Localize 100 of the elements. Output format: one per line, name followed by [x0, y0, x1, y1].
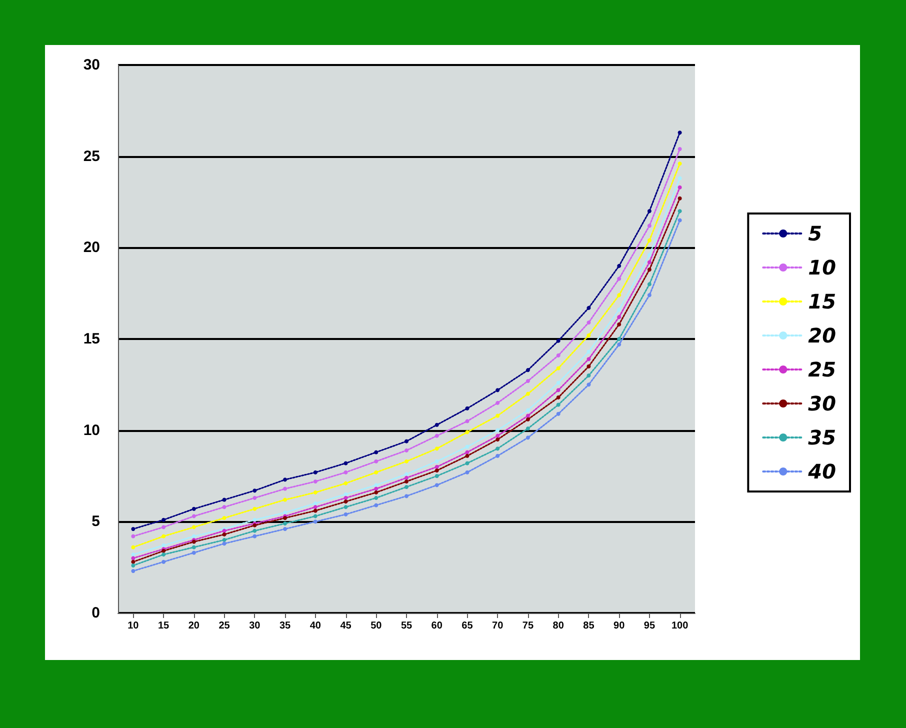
point	[465, 470, 470, 474]
point	[374, 490, 378, 494]
point	[374, 503, 378, 508]
legend-label: 35	[808, 426, 836, 450]
point	[496, 388, 500, 392]
point	[556, 366, 560, 370]
point	[252, 534, 257, 538]
point	[678, 209, 682, 214]
point	[465, 450, 470, 454]
x-tick-label: 65	[462, 620, 474, 632]
point	[404, 476, 408, 480]
point	[556, 380, 560, 385]
point	[526, 436, 530, 440]
point	[434, 468, 439, 473]
point	[252, 528, 257, 533]
point	[374, 486, 378, 491]
point	[313, 505, 318, 510]
point	[617, 315, 622, 320]
point	[252, 518, 257, 522]
point	[496, 400, 500, 405]
point	[496, 454, 500, 458]
point	[374, 450, 378, 454]
x-tick-label: 100	[671, 620, 689, 632]
point	[526, 417, 530, 422]
point	[313, 479, 318, 484]
point	[344, 481, 348, 486]
point	[556, 338, 560, 343]
point	[496, 428, 500, 432]
point	[252, 496, 257, 500]
y-tick-label: 10	[83, 422, 100, 439]
point	[222, 498, 226, 502]
point	[647, 260, 652, 264]
point	[496, 446, 500, 451]
point	[344, 461, 348, 466]
y-tick-label: 20	[83, 239, 100, 256]
legend-label: 30	[808, 392, 836, 416]
point	[162, 552, 166, 557]
point	[465, 406, 470, 410]
point	[496, 434, 500, 438]
point	[404, 494, 408, 498]
point	[374, 496, 378, 500]
x-tick-label: 70	[492, 620, 504, 632]
legend-label: 40	[807, 460, 836, 484]
point	[283, 498, 288, 502]
point	[586, 364, 591, 368]
point	[252, 506, 257, 511]
point	[192, 545, 196, 550]
point	[404, 479, 408, 484]
point	[678, 130, 682, 135]
point	[313, 514, 318, 518]
point	[556, 412, 560, 416]
point	[434, 422, 439, 427]
y-tick-label: 25	[83, 148, 100, 165]
point	[434, 474, 439, 478]
point	[526, 392, 530, 396]
point	[586, 374, 591, 378]
point	[131, 526, 136, 531]
point	[162, 543, 166, 548]
point	[496, 414, 500, 418]
point	[647, 224, 652, 228]
point	[344, 492, 348, 496]
point	[586, 357, 591, 362]
x-tick-label: 40	[310, 620, 322, 632]
point	[222, 538, 226, 542]
y-tick-label: 30	[83, 56, 100, 74]
y-tick-label: 0	[92, 604, 100, 622]
point	[647, 268, 652, 272]
point	[465, 419, 470, 424]
point	[192, 514, 196, 518]
point	[465, 454, 470, 458]
point	[222, 505, 226, 510]
point	[162, 525, 166, 530]
legend-label: 25	[808, 358, 836, 382]
x-tick-label: 60	[431, 620, 443, 632]
point	[374, 470, 378, 474]
point	[678, 147, 682, 152]
point	[526, 414, 530, 418]
point	[465, 444, 470, 449]
point	[283, 486, 288, 491]
point	[617, 308, 622, 312]
point	[617, 337, 622, 341]
x-tick-label: 35	[279, 620, 292, 632]
point	[131, 564, 136, 568]
x-tick-label: 20	[188, 620, 200, 632]
point	[131, 560, 136, 564]
x-tick-label: 85	[583, 620, 595, 632]
x-tick-label: 15	[158, 620, 170, 632]
point	[222, 532, 226, 536]
x-tick-label: 50	[370, 620, 382, 632]
point	[131, 534, 136, 538]
legend-label: 15	[808, 290, 836, 314]
y-tick-label: 15	[83, 330, 100, 348]
point	[313, 501, 318, 506]
legend-label: 20	[808, 324, 836, 348]
point	[678, 218, 682, 222]
point	[678, 162, 682, 166]
point	[313, 520, 318, 524]
point	[404, 484, 408, 489]
point	[526, 379, 530, 384]
point	[647, 238, 652, 242]
